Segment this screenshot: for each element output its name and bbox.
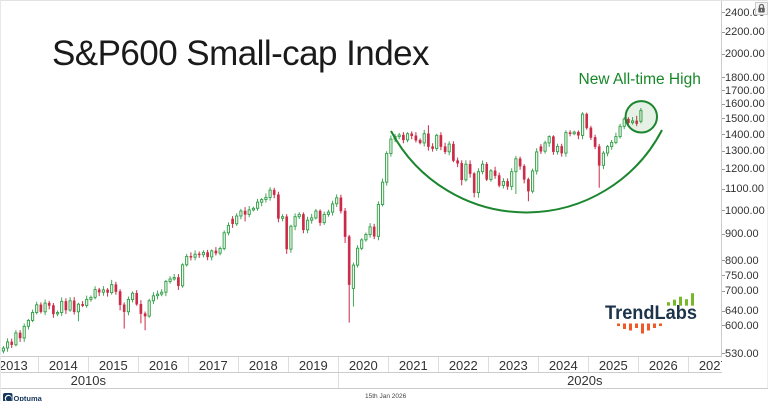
svg-text:Optuma: Optuma xyxy=(13,394,42,401)
svg-text:TrendLabs: TrendLabs xyxy=(605,303,697,324)
